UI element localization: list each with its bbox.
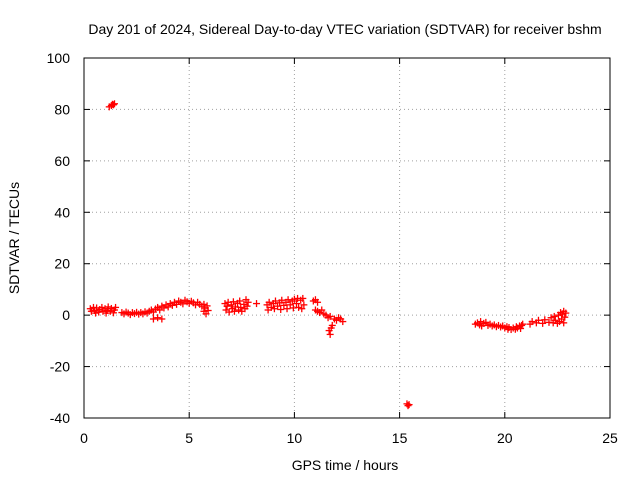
data-point [318,306,326,314]
data-point [253,300,261,308]
data-point [539,319,547,327]
y-tick-label: 100 [47,50,71,66]
data-point [295,303,303,311]
data-point [237,303,245,311]
data-point [339,318,347,326]
data-point [179,300,187,308]
y-tick-label: 20 [54,256,70,272]
data-point [111,100,119,108]
plot-frame [83,57,611,419]
x-tick-label: 0 [80,430,88,446]
data-point [534,316,542,324]
data-point [103,307,111,315]
y-tick-label: 60 [54,153,70,169]
data-point [223,302,231,310]
data-point [277,305,285,313]
data-point [328,321,336,329]
chart-title: Day 201 of 2024, Sidereal Day-to-day VTE… [88,21,601,37]
data-point [528,318,536,326]
data-point [286,301,294,309]
data-point [283,305,291,313]
grid-lines [84,58,610,418]
y-tick-label: 80 [54,101,70,117]
data-point [517,325,525,333]
data-point [562,309,570,317]
data-point [518,321,526,329]
data-point [156,306,164,314]
data-point [298,305,306,313]
x-axis-title: GPS time / hours [292,457,399,473]
data-points [86,100,570,410]
data-point [560,319,568,327]
data-point [109,101,117,109]
y-tick-labels: -40 -20 0 20 40 60 80 100 [47,50,71,426]
data-point [284,296,292,304]
axis-ticks [83,57,611,419]
x-tick-label: 15 [392,430,408,446]
x-tick-label: 5 [185,430,193,446]
y-axis-title: SDTVAR / TECUs [6,182,22,294]
data-point [203,302,211,310]
data-point [87,307,95,315]
data-point [550,312,558,320]
data-point [229,298,237,306]
data-point [326,330,334,338]
data-point [92,309,100,317]
x-tick-label: 25 [602,430,618,446]
x-tick-label: 20 [497,430,513,446]
data-point [200,300,208,308]
data-point [149,315,157,323]
data-point [404,402,412,410]
data-point [293,300,301,308]
data-point [236,297,244,305]
data-point [265,298,273,306]
data-point [405,401,413,409]
y-tick-label: -40 [50,410,70,426]
data-point [107,304,115,312]
data-point [314,298,322,306]
data-point [204,307,212,315]
data-point [519,320,527,328]
data-point [98,303,106,311]
data-point [158,315,166,323]
data-point [230,307,238,315]
y-tick-label: -20 [50,359,70,375]
data-point [278,296,286,304]
data-point [243,302,251,310]
data-point [561,313,569,321]
data-point [326,312,334,320]
data-point [299,294,307,302]
data-point [512,323,520,331]
data-point [225,308,233,316]
data-point [112,303,120,311]
data-point [267,303,275,311]
x-tick-labels: 0 5 10 15 20 25 [80,430,618,446]
data-point [541,316,549,324]
data-point [271,297,279,305]
data-point [154,314,162,322]
data-point [104,303,112,311]
x-tick-label: 10 [287,430,303,446]
y-tick-label: 0 [62,307,70,323]
data-point [300,301,308,309]
data-point [290,295,298,303]
data-point [244,298,252,306]
data-point [547,314,555,322]
y-tick-label: 40 [54,204,70,220]
